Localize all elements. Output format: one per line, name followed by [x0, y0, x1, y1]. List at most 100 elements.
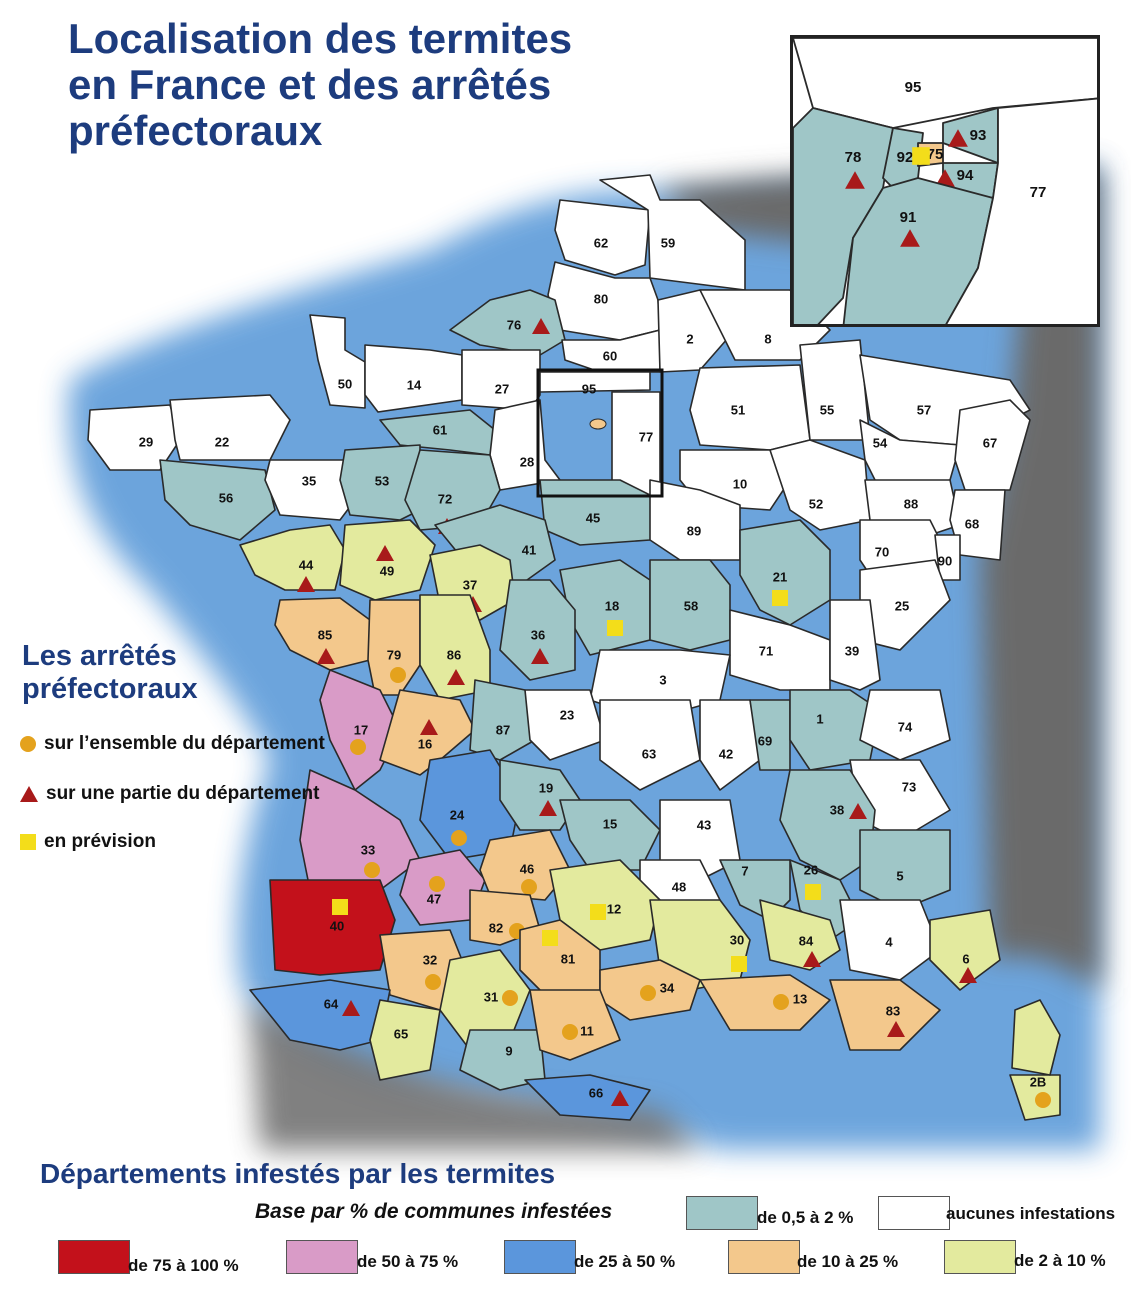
legend-swatch-red: [58, 1240, 130, 1274]
department-label: 32: [423, 952, 437, 967]
department-label: 69: [758, 733, 772, 748]
triangle-arrete-icon: [447, 669, 465, 685]
department-label: 31: [484, 989, 498, 1004]
department-13: 13: [699, 974, 831, 1031]
circle-arrete-icon: [425, 974, 441, 990]
square-prevision-icon: [590, 904, 606, 920]
department-shape: [159, 459, 276, 541]
department-53: 53: [339, 444, 421, 521]
department-shape: [954, 399, 1031, 491]
department-label: 45: [586, 510, 600, 525]
department-6: 6: [929, 909, 1001, 991]
department-87: 87: [469, 679, 536, 761]
department-shape: [839, 899, 941, 981]
department-shape: [689, 364, 811, 451]
triangle-arrete-icon: [531, 648, 549, 664]
triangle-arrete-icon: [297, 576, 315, 592]
department-62: 62: [554, 199, 651, 276]
department-label: 12: [607, 901, 621, 916]
department-shape: [524, 1074, 651, 1121]
department-label: 52: [809, 496, 823, 511]
department-shape: [499, 759, 581, 831]
title-line-1: Localisation des termites: [68, 15, 573, 62]
department-label: 74: [898, 719, 913, 734]
department-38: 38: [779, 769, 876, 881]
department-label: 93: [970, 127, 987, 144]
legend-item-square: en prévision: [20, 830, 156, 854]
department-label: 15: [603, 816, 617, 831]
department-23: 23: [524, 689, 606, 761]
department-label: 1: [816, 711, 823, 726]
department-label: 8: [764, 331, 771, 346]
department-label: 63: [642, 746, 656, 761]
legend-swatch-lime: [944, 1240, 1016, 1274]
circle-arrete-icon: [429, 876, 445, 892]
legend-swatch-label: de 10 à 25 %: [797, 1252, 899, 1271]
paris-marker: [589, 418, 607, 430]
department-67: 67: [954, 399, 1031, 491]
legend-swatch-blue: [504, 1240, 576, 1274]
square-prevision-icon: [332, 899, 348, 915]
department-label: 58: [684, 598, 698, 613]
legend-swatch-label: de 2 à 10 %: [1014, 1251, 1106, 1270]
department-label: 84: [799, 933, 814, 948]
department-label: 46: [520, 861, 534, 876]
department-label: 86: [447, 647, 461, 662]
department-label: 34: [660, 980, 675, 995]
legend-item-triangle: sur une partie du département: [20, 782, 319, 806]
department-label: 27: [495, 381, 509, 396]
department-shape: [859, 689, 951, 761]
circle-arrete-icon: [1035, 1092, 1051, 1108]
department-label: 61: [433, 422, 447, 437]
department-shape: [759, 899, 841, 971]
department-label: 64: [324, 996, 339, 1011]
triangle-arrete-icon: [317, 648, 335, 664]
department-shape: [169, 394, 291, 461]
department-22: 22: [169, 394, 291, 461]
triangle-arrete-icon: [342, 1000, 360, 1016]
department-11: 11: [529, 989, 621, 1061]
legend-item-label: sur l’ensemble du département: [44, 733, 325, 754]
department-shape: [459, 1029, 546, 1091]
department-39: 39: [829, 599, 881, 691]
department-label: 18: [605, 598, 619, 613]
circle-arrete-icon: [521, 879, 537, 895]
department-label: 5: [896, 868, 903, 883]
square-prevision-icon: [805, 884, 821, 900]
department-label: 16: [418, 736, 432, 751]
inset-map: 95 78 92 75 93 94 91 77: [793, 38, 1097, 324]
legend-item-label: sur une partie du département: [46, 783, 320, 804]
department-label: 41: [522, 542, 536, 557]
department-44: 44: [239, 524, 346, 592]
department-59: 59: [599, 174, 746, 291]
inset-department-94: 94: [935, 162, 999, 199]
infestation-legend-subtitle: Base par % de communes infestées: [255, 1200, 613, 1223]
department-label: 23: [560, 707, 574, 722]
department-label: 73: [902, 779, 916, 794]
triangle-arrete-icon: [887, 1021, 905, 1037]
department-label: 43: [697, 817, 711, 832]
department-shape: [829, 599, 881, 691]
department-66: 66: [524, 1074, 651, 1121]
triangle-arrete-icon: [845, 171, 865, 189]
department-58: 58: [649, 559, 731, 651]
department-shape: [859, 829, 951, 911]
circle-arrete-icon: [451, 830, 467, 846]
department-shape: [369, 999, 441, 1081]
department-label: 39: [845, 643, 859, 658]
triangle-arrete-icon: [935, 169, 955, 187]
department-label: 10: [733, 476, 747, 491]
department-4: 4: [839, 899, 941, 981]
department-label: 60: [603, 348, 617, 363]
department-label: 42: [719, 746, 733, 761]
department-63: 63: [599, 699, 701, 791]
circle-arrete-icon: [502, 990, 518, 1006]
legend-swatch-orange: [728, 1240, 800, 1274]
department-90: 90: [934, 534, 961, 581]
department-label: 49: [380, 563, 394, 578]
department-label: 36: [531, 627, 545, 642]
department-label: 6: [962, 951, 969, 966]
department-label: 77: [1030, 184, 1047, 201]
triangle-arrete-icon: [849, 803, 867, 819]
department-label: 4: [885, 934, 893, 949]
